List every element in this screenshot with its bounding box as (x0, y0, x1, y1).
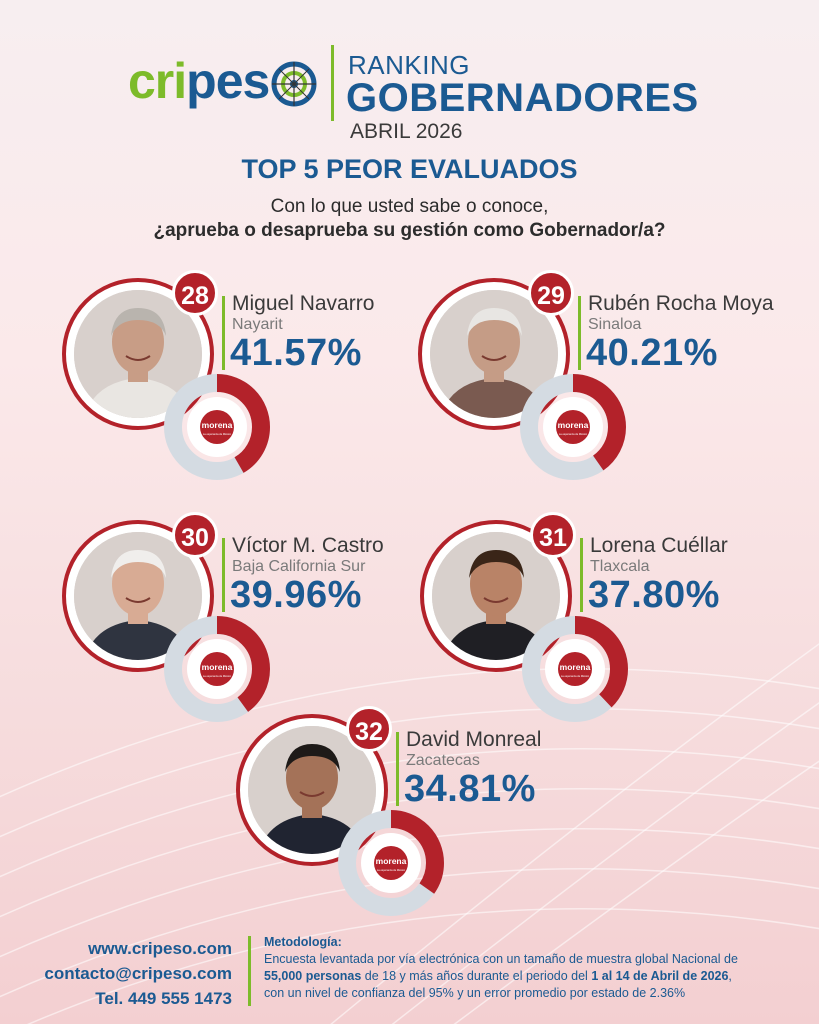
header-divider (331, 45, 334, 121)
info-divider (580, 538, 583, 612)
question-line-1: Con lo que usted sabe o conoce, (270, 196, 549, 217)
party-logo-text: morena (558, 420, 589, 430)
governor-card: 30 morena La esperanza de México Víctor … (62, 512, 422, 722)
rank-badge: 31 (530, 512, 576, 558)
approval-arc (520, 374, 626, 480)
approval-donut: morena La esperanza de México (164, 616, 270, 722)
governor-name: Miguel Navarro (232, 292, 375, 315)
governor-name: Rubén Rocha Moya (588, 292, 774, 315)
header-gobernadores: GOBERNADORES (346, 76, 699, 120)
methodology-text: Encuesta levantada por vía electrónica c… (264, 952, 738, 1000)
info-divider (396, 732, 399, 806)
governor-state: Tlaxcala (590, 558, 650, 575)
approval-donut: morena La esperanza de México (164, 374, 270, 480)
info-divider (222, 296, 225, 370)
section-title: TOP 5 PEOR EVALUADOS (241, 154, 578, 184)
governor-name: Lorena Cuéllar (590, 534, 728, 557)
header-date: ABRIL 2026 (350, 120, 463, 143)
contact-block: www.cripeso.com contacto@cripeso.com Tel… (34, 936, 232, 1011)
rank-badge: 30 (172, 512, 218, 558)
approval-arc (164, 616, 270, 722)
governor-state: Zacatecas (406, 752, 480, 769)
party-tagline: La esperanza de México (203, 432, 232, 436)
approval-percent: 40.21% (586, 332, 718, 374)
approval-donut: morena La esperanza de México (338, 810, 444, 916)
info-divider (578, 296, 581, 370)
cripeso-logo: cripes (128, 53, 270, 109)
party-tagline: La esperanza de México (561, 674, 590, 678)
approval-donut: morena La esperanza de México (522, 616, 628, 722)
footer-divider (248, 936, 251, 1006)
email-link[interactable]: contacto@cripeso.com (44, 964, 232, 983)
rank-badge: 28 (172, 270, 218, 316)
methodology: Metodología: Encuesta levantada por vía … (264, 934, 804, 1002)
methodology-title: Metodología: (264, 935, 342, 949)
party-logo-text: morena (202, 420, 233, 430)
header-ranking: RANKING (348, 50, 470, 80)
governor-name: David Monreal (406, 728, 542, 751)
rank-badge: 32 (346, 706, 392, 752)
governor-card: 32 morena La esperanza de México David M… (236, 706, 596, 916)
approval-percent: 34.81% (404, 768, 536, 810)
approval-percent: 39.96% (230, 574, 362, 616)
governor-state: Sinaloa (588, 316, 642, 333)
approval-arc (164, 374, 270, 480)
governor-state: Baja California Sur (232, 558, 366, 575)
party-tagline: La esperanza de México (559, 432, 588, 436)
approval-percent: 37.80% (588, 574, 720, 616)
target-icon (271, 61, 317, 107)
approval-arc (522, 616, 628, 722)
info-divider (222, 538, 225, 612)
approval-donut: morena La esperanza de México (520, 374, 626, 480)
governor-state: Nayarit (232, 316, 283, 333)
rank-badge: 29 (528, 270, 574, 316)
approval-percent: 41.57% (230, 332, 362, 374)
governor-name: Víctor M. Castro (232, 534, 384, 557)
website-link[interactable]: www.cripeso.com (88, 939, 232, 958)
governor-card: 29 morena La esperanza de México Rubén R… (418, 270, 778, 480)
question-line-2: ¿aprueba o desaprueba su gestión como Go… (153, 220, 666, 241)
governor-card: 31 morena La esperanza de México Lorena … (420, 512, 780, 722)
approval-arc (338, 810, 444, 916)
party-tagline: La esperanza de México (377, 868, 406, 872)
phone-text: Tel. 449 555 1473 (95, 989, 232, 1008)
party-logo-text: morena (376, 856, 407, 866)
party-logo-text: morena (560, 662, 591, 672)
governor-card: 28 morena La esperanza de México Miguel … (62, 270, 422, 480)
party-logo-text: morena (202, 662, 233, 672)
party-tagline: La esperanza de México (203, 674, 232, 678)
